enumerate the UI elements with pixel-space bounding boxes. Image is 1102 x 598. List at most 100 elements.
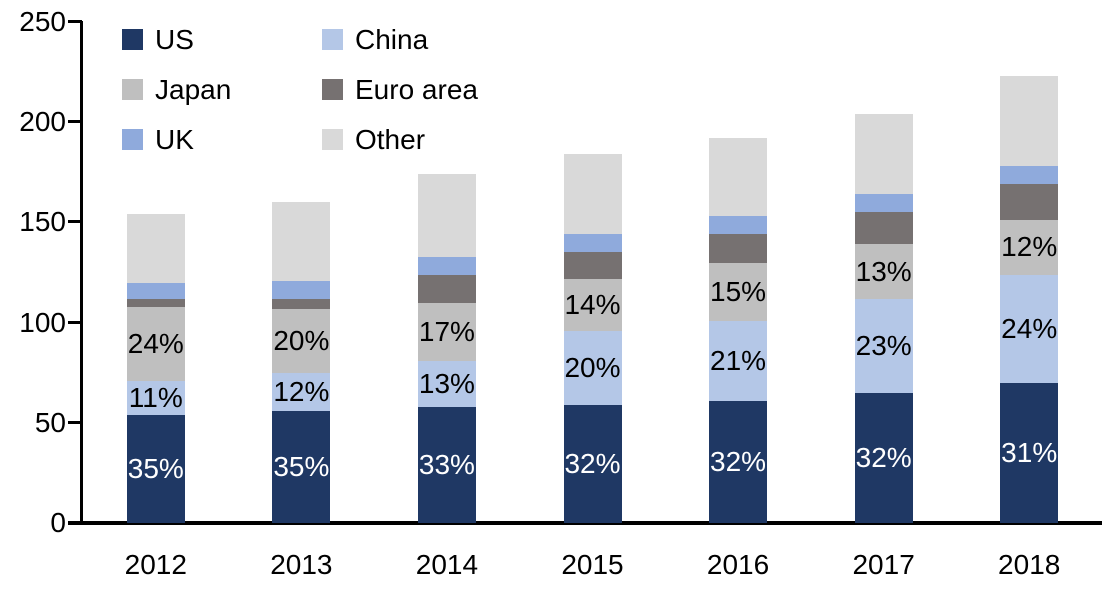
bar-column-2016: 32% 21% 15% xyxy=(709,138,768,523)
y-tick-mark xyxy=(68,120,82,124)
segment-percentage-label: 12% xyxy=(1001,231,1058,263)
legend: US China Japan Euro area UK Other xyxy=(122,25,478,154)
bar-segment-uk xyxy=(709,216,768,235)
legend-label: Euro area xyxy=(355,74,478,105)
y-axis-label: 150 xyxy=(19,206,66,238)
segment-percentage-label: 32% xyxy=(855,441,912,473)
legend-item-euro-area: Euro area xyxy=(322,75,478,104)
bar-column-2014: 33% 13% 17% xyxy=(417,174,476,523)
bar-column-2012: 35% 11% 24% xyxy=(126,214,185,523)
legend-label: UK xyxy=(155,124,194,155)
bar-segment-japan: 15% xyxy=(709,262,768,321)
bar-segment-uk xyxy=(272,280,331,299)
segment-percentage-label: 12% xyxy=(273,375,330,407)
segment-percentage-label: 31% xyxy=(1001,436,1058,468)
bar-column-2017: 32% 23% 13% xyxy=(854,114,913,523)
bar-segment-us: 35% xyxy=(126,414,185,523)
segment-percentage-label: 32% xyxy=(710,445,767,477)
bar-segment-euro-area xyxy=(563,252,622,279)
segment-percentage-label: 32% xyxy=(564,447,621,479)
segment-percentage-label: 17% xyxy=(418,315,475,347)
y-tick-mark xyxy=(68,20,82,23)
bar-segment-uk xyxy=(126,282,185,299)
bar-segment-japan: 13% xyxy=(854,244,913,299)
bar-segment-china: 24% xyxy=(1000,274,1059,383)
y-tick-mark xyxy=(68,320,82,324)
bar-segment-china: 11% xyxy=(126,380,185,415)
bar-segment-us: 32% xyxy=(709,400,768,523)
segment-percentage-label: 23% xyxy=(855,329,912,361)
bar-column-2013: 35% 12% 20% xyxy=(272,202,331,523)
bar-segment-other xyxy=(854,114,913,195)
segment-percentage-label: 24% xyxy=(127,327,184,359)
bar-segment-other xyxy=(563,154,622,235)
legend-swatch-icon xyxy=(322,129,343,150)
x-axis-label: 2015 xyxy=(561,549,624,580)
segment-percentage-label: 35% xyxy=(273,450,330,482)
legend-label: US xyxy=(155,24,194,55)
x-axis-label: 2012 xyxy=(124,549,187,580)
bar-segment-china: 12% xyxy=(272,372,331,411)
segment-percentage-label: 20% xyxy=(564,351,621,383)
bar-segment-other xyxy=(1000,76,1059,167)
legend-swatch-icon xyxy=(122,129,143,150)
bar-segment-japan: 14% xyxy=(563,278,622,331)
x-axis-label: 2014 xyxy=(415,549,479,580)
x-axis-label: 2017 xyxy=(852,549,915,580)
bar-segment-euro-area xyxy=(854,212,913,245)
bar-segment-us: 32% xyxy=(854,392,913,523)
legend-item-japan: Japan xyxy=(122,75,322,104)
bar-segment-other xyxy=(272,202,331,281)
bar-segment-china: 23% xyxy=(854,298,913,393)
y-tick-mark xyxy=(68,220,82,224)
bar-segment-uk xyxy=(417,256,476,275)
legend-swatch-icon xyxy=(122,29,143,50)
bar-segment-us: 31% xyxy=(1000,382,1059,523)
segment-percentage-label: 20% xyxy=(273,324,330,356)
legend-label: Japan xyxy=(155,74,232,105)
y-axis-label: 100 xyxy=(19,306,66,338)
bar-segment-china: 13% xyxy=(417,360,476,407)
bar-segment-uk xyxy=(1000,166,1059,185)
bar-segment-japan: 12% xyxy=(1000,220,1059,275)
bar-segment-euro-area xyxy=(709,234,768,263)
segment-percentage-label: 21% xyxy=(710,344,767,376)
legend-item-us: US xyxy=(122,25,322,54)
segment-percentage-label: 13% xyxy=(418,367,475,399)
plot-area: 35% 11% 24% 35% 12% 20% 33% 13% 17% 32% 20% 14% 32% 2… xyxy=(83,22,1102,523)
x-axis-label: 2013 xyxy=(270,549,333,580)
segment-percentage-label: 15% xyxy=(710,275,767,307)
bar-segment-china: 20% xyxy=(563,330,622,405)
bar-segment-japan: 20% xyxy=(272,308,331,373)
bar-segment-euro-area xyxy=(126,298,185,307)
y-axis-line xyxy=(80,21,83,525)
segment-percentage-label: 11% xyxy=(128,381,183,413)
segment-percentage-label: 35% xyxy=(127,452,184,484)
bar-segment-uk xyxy=(563,234,622,253)
bar-segment-euro-area xyxy=(417,274,476,303)
bar-segment-other xyxy=(417,174,476,257)
legend-item-uk: UK xyxy=(122,125,322,154)
bar-segment-euro-area xyxy=(1000,184,1059,221)
bar-segment-japan: 24% xyxy=(126,306,185,381)
x-axis-label: 2018 xyxy=(998,549,1061,580)
y-axis-label: 250 xyxy=(19,6,66,37)
bar-segment-us: 35% xyxy=(272,410,331,523)
y-axis-label: 0 xyxy=(50,507,66,538)
segment-percentage-label: 33% xyxy=(418,448,475,480)
x-axis-label: 2016 xyxy=(706,549,770,580)
bar-segment-us: 32% xyxy=(563,404,622,523)
bar-segment-uk xyxy=(854,194,913,213)
bar-segment-china: 21% xyxy=(709,320,768,401)
x-axis-line xyxy=(68,521,1102,525)
legend-item-other: Other xyxy=(322,125,478,154)
segment-percentage-label: 24% xyxy=(1001,312,1058,344)
bar-segment-euro-area xyxy=(272,298,331,309)
legend-label: China xyxy=(355,24,429,55)
y-axis-label: 50 xyxy=(34,406,66,438)
bar-column-2018: 31% 24% 12% xyxy=(1000,76,1059,523)
bar-segment-other xyxy=(709,138,768,217)
segment-percentage-label: 14% xyxy=(564,288,621,320)
segment-percentage-label: 13% xyxy=(855,255,912,287)
